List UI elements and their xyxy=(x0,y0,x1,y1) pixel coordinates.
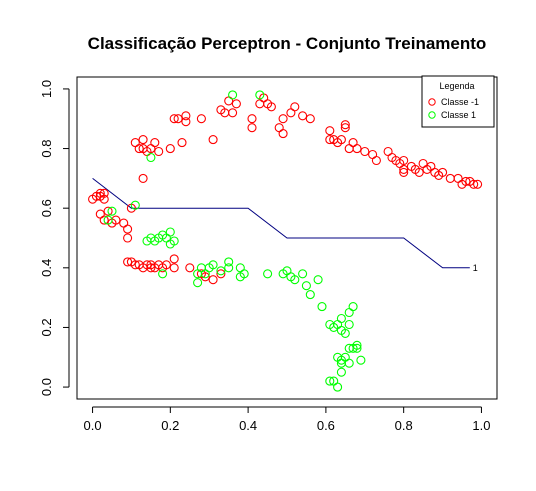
point-series1-33 xyxy=(299,270,307,278)
point-series0-47 xyxy=(291,103,299,111)
point-series0-35 xyxy=(225,97,233,105)
point-series0-17 xyxy=(139,136,147,144)
point-series1-35 xyxy=(306,291,314,299)
point-series0-30 xyxy=(197,115,205,123)
x-tick-label-4: 0.8 xyxy=(395,418,413,433)
y-tick-label-2: 0.4 xyxy=(39,259,54,277)
y-axis: 0.0 0.2 0.4 0.6 0.8 1.0 xyxy=(39,80,69,396)
point-series0-27 xyxy=(178,139,186,147)
point-series0-59 xyxy=(353,145,361,153)
point-series1-52 xyxy=(337,368,345,376)
point-series0-24 xyxy=(166,145,174,153)
point-series0-46 xyxy=(287,109,295,117)
point-series1-44 xyxy=(345,321,353,329)
point-series0-63 xyxy=(384,148,392,156)
legend-title: Legenda xyxy=(439,81,474,91)
point-series0-12 xyxy=(124,225,132,233)
y-tick-label-3: 0.6 xyxy=(39,199,54,217)
decision-boundary-line xyxy=(93,178,470,267)
x-axis: 0.0 0.2 0.4 0.6 0.8 1.0 xyxy=(84,407,491,433)
point-series0-58 xyxy=(349,139,357,147)
y-tick-label-1: 0.2 xyxy=(39,318,54,336)
point-series1-22 xyxy=(225,258,233,266)
legend-label-classe-1: Classe 1 xyxy=(441,110,476,120)
x-tick-label-5: 1.0 xyxy=(472,418,490,433)
point-series1-45 xyxy=(345,309,353,317)
decision-line-label: 1 xyxy=(473,263,478,273)
y-tick-label-5: 1.0 xyxy=(39,80,54,98)
point-series0-22 xyxy=(155,148,163,156)
point-series0-103 xyxy=(209,276,217,284)
point-series0-48 xyxy=(299,112,307,120)
point-series0-38 xyxy=(248,124,256,132)
point-series0-73 xyxy=(419,160,427,168)
point-series0-13 xyxy=(124,234,132,242)
point-series1-41 xyxy=(337,315,345,323)
chart-title: Classificação Perceptron - Conjunto Trei… xyxy=(88,34,487,53)
point-series1-15 xyxy=(194,279,202,287)
point-series0-29 xyxy=(182,112,190,120)
point-series1-60 xyxy=(357,356,365,364)
point-series0-23 xyxy=(139,174,147,182)
point-series1-34 xyxy=(302,282,310,290)
point-series1-58 xyxy=(345,359,353,367)
point-series1-23 xyxy=(229,91,237,99)
point-series0-43 xyxy=(275,124,283,132)
point-series0-44 xyxy=(279,115,287,123)
y-tick-label-0: 0.0 xyxy=(39,378,54,396)
point-series0-57 xyxy=(345,145,353,153)
point-series0-45 xyxy=(279,130,287,138)
legend-label-classe-neg1: Classe -1 xyxy=(441,97,479,107)
x-tick-label-0: 0.0 xyxy=(84,418,102,433)
point-series1-56 xyxy=(334,383,342,391)
point-series0-37 xyxy=(248,115,256,123)
point-series0-60 xyxy=(361,148,369,156)
point-series1-28 xyxy=(264,270,272,278)
point-series1-11 xyxy=(166,228,174,236)
point-series1-13 xyxy=(159,270,167,278)
point-series0-100 xyxy=(186,264,194,272)
point-series1-36 xyxy=(314,276,322,284)
x-tick-label-3: 0.6 xyxy=(317,418,335,433)
x-tick-label-2: 0.4 xyxy=(239,418,257,433)
point-series1-37 xyxy=(318,303,326,311)
point-series0-62 xyxy=(372,157,380,165)
point-series0-80 xyxy=(454,174,462,182)
point-series0-34 xyxy=(229,109,237,117)
point-series0-79 xyxy=(446,174,454,182)
point-series0-36 xyxy=(232,100,240,108)
point-series0-50 xyxy=(326,127,334,135)
point-series0-15 xyxy=(131,139,139,147)
point-series0-98 xyxy=(170,255,178,263)
point-series1-16 xyxy=(197,264,205,272)
point-series0-99 xyxy=(170,264,178,272)
y-tick-label-4: 0.8 xyxy=(39,140,54,158)
point-series0-31 xyxy=(209,136,217,144)
legend: Legenda Classe -1 Classe 1 xyxy=(422,76,494,127)
point-series0-61 xyxy=(369,151,377,159)
point-series0-39 xyxy=(256,100,264,108)
point-series0-11 xyxy=(120,219,128,227)
point-series0-6 xyxy=(96,210,104,218)
x-tick-label-1: 0.2 xyxy=(161,418,179,433)
point-series1-24 xyxy=(236,264,244,272)
point-series0-21 xyxy=(151,139,159,147)
point-series1-46 xyxy=(349,303,357,311)
point-series0-49 xyxy=(306,115,314,123)
point-series1-5 xyxy=(147,154,155,162)
